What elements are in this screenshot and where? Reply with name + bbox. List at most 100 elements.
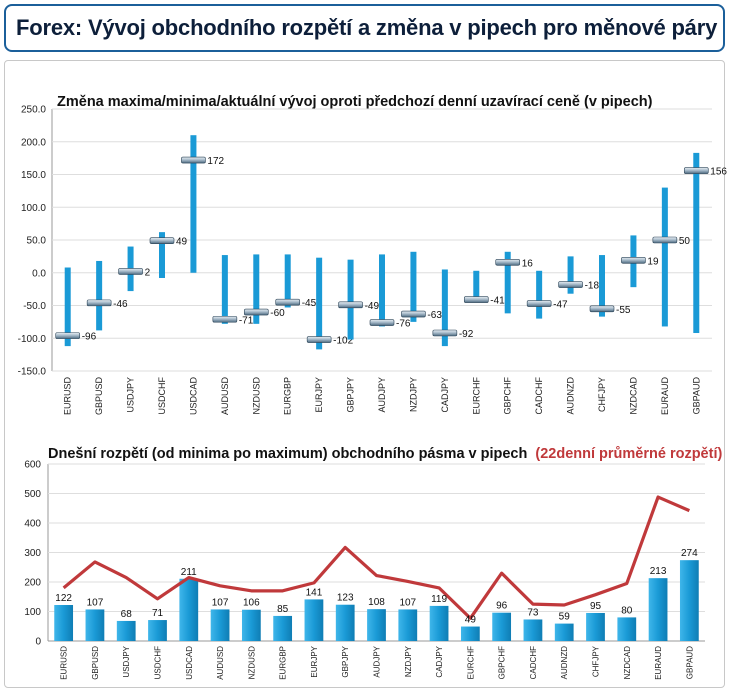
chart2-data-label: 141 — [306, 587, 323, 598]
chart1-x-tick-label: EURUSD — [63, 377, 73, 416]
chart1-x-tick-label: AUDNZD — [566, 377, 576, 415]
chart2-bar — [679, 560, 699, 641]
chart1-range-bar — [567, 256, 574, 294]
chart2-y-tick-label: 500 — [24, 489, 41, 500]
chart1-data-label: -41 — [490, 296, 505, 307]
chart2-bar — [460, 626, 480, 641]
chart1-data-label: -18 — [585, 281, 600, 292]
chart1-data-label: -47 — [553, 300, 568, 311]
chart2-data-label: 59 — [559, 612, 571, 623]
chart2-bar — [398, 609, 418, 641]
chart2-x-tick-label: CADCHF — [529, 646, 538, 679]
chart1-data-label: 50 — [679, 236, 691, 247]
chart2-data-label: 211 — [181, 567, 197, 578]
chart2-y-tick-label: 200 — [24, 578, 41, 589]
chart2-x-tick-label: NZDCAD — [623, 646, 632, 680]
chart1-y-tick-label: 250.0 — [21, 105, 46, 116]
chart2-bar — [648, 578, 668, 641]
chart1-data-label: -96 — [82, 332, 97, 343]
chart2-data-label: 107 — [87, 597, 104, 608]
chart1-range-bar — [599, 255, 605, 317]
chart1-data-label: -92 — [459, 329, 474, 340]
chart1-data-label: -46 — [113, 299, 128, 310]
chart1-current-marker — [338, 301, 363, 309]
chart2-x-tick-label: GBPJPY — [341, 645, 350, 677]
chart1-data-label: -55 — [616, 305, 631, 316]
chart2-x-tick-label: USDCAD — [185, 646, 194, 680]
chart2-data-label: 107 — [399, 597, 416, 608]
chart1-range-bar — [347, 259, 354, 340]
chart1-range-bar — [253, 254, 260, 324]
chart2-bar — [241, 609, 261, 641]
chart1-data-label: -102 — [333, 336, 353, 347]
chart2-bar — [304, 599, 324, 641]
chart1-current-marker — [463, 296, 489, 303]
chart2-average-line — [62, 495, 690, 620]
chart2-data-label: 274 — [681, 548, 698, 559]
chart2-x-tick-label: AUDUSD — [216, 646, 225, 680]
chart2-x-tick-label: AUDNZD — [560, 646, 569, 680]
chart1-range-bar — [316, 257, 323, 350]
chart2-x-tick-label: EURAUD — [654, 646, 663, 680]
chart1-x-tick-label: NZDUSD — [251, 377, 261, 415]
chart1-current-marker — [149, 237, 175, 244]
chart1-range-bar — [379, 254, 385, 327]
chart2-data-label: 107 — [212, 597, 229, 608]
chart1-current-marker — [683, 167, 709, 174]
chart1-y-tick-label: 150.0 — [21, 170, 46, 181]
chart2-data-label: 80 — [621, 605, 633, 616]
chart2-x-tick-label: GBPUSD — [91, 646, 100, 680]
chart1-data-label: 49 — [176, 237, 188, 248]
chart1-data-label: 16 — [522, 258, 534, 269]
chart1-x-tick-label: GBPAUD — [691, 377, 701, 415]
chart2-data-label: 71 — [152, 608, 164, 619]
chart2-title: Dnešní rozpětí (od minima po maximum) ob… — [48, 446, 722, 462]
chart1-current-marker — [432, 329, 458, 337]
chart2-data-label: 85 — [277, 604, 289, 615]
chart1-range-bar — [441, 269, 448, 347]
chart1-current-marker — [495, 258, 521, 266]
chart2-y-tick-label: 300 — [24, 548, 41, 559]
chart2-x-tick-label: GBPCHF — [498, 646, 507, 679]
chart2-x-tick-label: AUDJPY — [373, 645, 382, 677]
chart2-bar — [179, 578, 199, 641]
chart1-x-tick-label: USDCHF — [157, 376, 167, 414]
chart1-range-bar — [284, 254, 291, 308]
chart2-x-tick-label: CHFJPY — [592, 645, 601, 677]
chart2-x-tick-label: USDJPY — [122, 645, 131, 677]
chart1-current-marker — [181, 156, 206, 164]
chart1-x-tick-label: NZDJPY — [408, 377, 418, 412]
chart1-data-label: -45 — [302, 298, 317, 309]
chart2-x-tick-label: EURGBP — [279, 646, 288, 680]
chart2-bar — [210, 609, 230, 641]
chart1-current-marker — [306, 336, 332, 343]
chart1-x-tick-label: EURGBP — [283, 377, 293, 415]
chart1-title: Změna maxima/minima/aktuální vývoj oprot… — [57, 94, 653, 110]
chart2-bar — [523, 619, 543, 641]
chart2-bar — [617, 617, 637, 641]
chart1-x-tick-label: CHFJPY — [597, 377, 607, 412]
chart1-data-label: -60 — [270, 308, 285, 319]
chart2-x-tick-label: NZDUSD — [247, 646, 256, 680]
chart1-data-label: 156 — [710, 167, 727, 178]
chart2-y-tick-label: 400 — [24, 519, 41, 530]
chart2-data-label: 122 — [55, 593, 72, 604]
chart1-current-marker — [526, 300, 552, 307]
chart2-x-tick-label: CADJPY — [435, 645, 444, 677]
chart2-y-tick-label: 100 — [24, 607, 41, 618]
chart1-x-tick-label: NZDCAD — [628, 377, 638, 415]
chart2-x-tick-label: NZDJPY — [404, 645, 413, 677]
chart1-x-tick-label: GBPJPY — [346, 377, 356, 413]
chart1-current-marker — [558, 281, 583, 288]
chart1-current-marker — [118, 268, 143, 275]
chart1-current-marker — [55, 332, 81, 339]
page-header: Forex: Vývoj obchodního rozpětí a změna … — [4, 4, 725, 52]
chart2-data-label: 49 — [465, 615, 477, 626]
chart2-bar — [429, 605, 449, 641]
chart2-x-tick-label: EURUSD — [60, 646, 69, 680]
chart1-range-bar — [410, 251, 417, 322]
chart2-bar — [148, 620, 167, 641]
chart2-data-label: 108 — [368, 597, 385, 608]
chart2-data-label: 119 — [431, 594, 447, 605]
